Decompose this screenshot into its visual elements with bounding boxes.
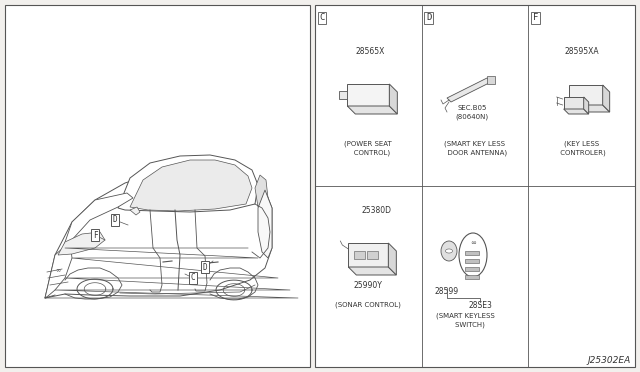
Polygon shape <box>569 105 610 112</box>
Polygon shape <box>255 175 268 208</box>
Text: SEC.B05: SEC.B05 <box>458 105 486 111</box>
Text: ∞: ∞ <box>470 240 476 246</box>
Text: (POWER SEAT
   CONTROL): (POWER SEAT CONTROL) <box>344 140 392 156</box>
Text: C: C <box>191 273 195 282</box>
Ellipse shape <box>441 241 457 261</box>
Ellipse shape <box>459 233 487 277</box>
Polygon shape <box>348 106 397 114</box>
Circle shape <box>445 249 452 253</box>
Text: (SMART KEY LESS
  DOOR ANTENNA): (SMART KEY LESS DOOR ANTENNA) <box>443 140 507 156</box>
Text: D: D <box>113 215 117 224</box>
Polygon shape <box>130 207 140 215</box>
Polygon shape <box>63 193 133 248</box>
Polygon shape <box>258 190 272 258</box>
Text: 28565X: 28565X <box>356 48 385 57</box>
Polygon shape <box>388 243 396 275</box>
Polygon shape <box>339 91 348 99</box>
Text: C: C <box>319 13 324 22</box>
Bar <box>465 259 479 263</box>
Polygon shape <box>45 242 72 298</box>
Text: (80640N): (80640N) <box>456 114 488 120</box>
Polygon shape <box>45 168 272 298</box>
Text: (SONAR CONTROL): (SONAR CONTROL) <box>335 302 401 308</box>
Text: 28595XA: 28595XA <box>564 48 599 57</box>
Polygon shape <box>569 85 603 105</box>
Polygon shape <box>564 97 584 109</box>
Polygon shape <box>447 78 491 102</box>
Text: ∞: ∞ <box>56 267 61 273</box>
Bar <box>465 251 479 255</box>
Polygon shape <box>487 76 495 84</box>
Polygon shape <box>348 267 396 275</box>
Bar <box>355 251 365 259</box>
Text: 25380D: 25380D <box>362 205 391 215</box>
Bar <box>367 251 378 259</box>
Bar <box>465 267 479 271</box>
Bar <box>5 5 310 367</box>
Text: (SMART KEYLESS
    SWITCH): (SMART KEYLESS SWITCH) <box>436 312 494 328</box>
Polygon shape <box>603 85 610 112</box>
Text: 25990Y: 25990Y <box>354 280 383 289</box>
Polygon shape <box>584 97 589 114</box>
Polygon shape <box>564 109 589 114</box>
Polygon shape <box>130 160 252 211</box>
Bar <box>315 5 635 367</box>
Polygon shape <box>348 243 388 267</box>
Polygon shape <box>348 84 389 106</box>
Text: F: F <box>532 13 538 22</box>
Text: (KEY LESS
 CONTROLER): (KEY LESS CONTROLER) <box>558 140 605 156</box>
Text: F: F <box>93 231 97 240</box>
Text: J25302EA: J25302EA <box>588 356 631 365</box>
Polygon shape <box>118 155 258 212</box>
Bar <box>465 275 479 279</box>
Polygon shape <box>58 232 105 255</box>
Text: D: D <box>426 13 431 22</box>
Text: 28SE3: 28SE3 <box>468 301 492 310</box>
Text: 28599: 28599 <box>435 288 459 296</box>
Text: D: D <box>203 263 207 272</box>
Polygon shape <box>389 84 397 114</box>
